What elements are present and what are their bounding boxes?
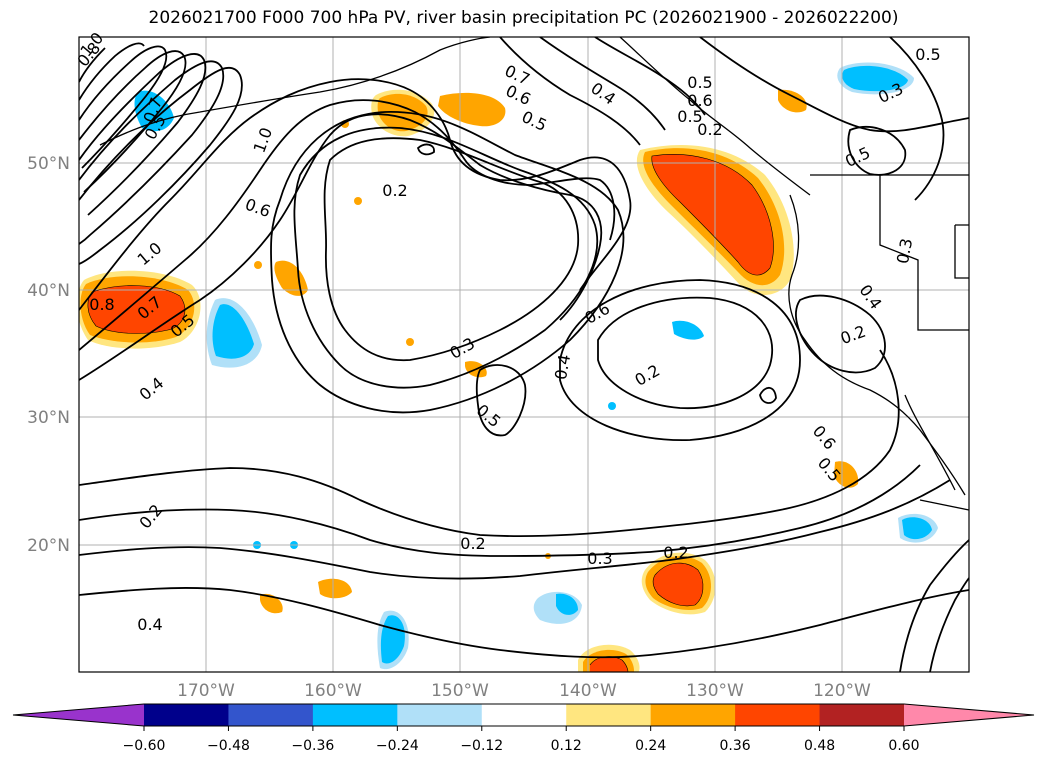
contour-label: 0.3 xyxy=(893,237,916,265)
colorbar-bin xyxy=(312,704,398,726)
contour-label: 0.6 xyxy=(687,91,712,110)
colorbar-tick-label: −0.12 xyxy=(460,738,503,754)
colorbar-tick-label: −0.60 xyxy=(123,738,166,754)
lat-label-20n: 20°N xyxy=(27,536,70,556)
contour-label: 0.2 xyxy=(460,534,485,553)
colorbar-tick-label: 0.24 xyxy=(635,738,666,754)
lon-label-150w: 150°W xyxy=(431,681,489,701)
shade-outlines xyxy=(87,154,774,672)
lat-label-30n: 30°N xyxy=(27,408,70,428)
colorbar-bin xyxy=(566,704,652,726)
contour-label: 0.2 xyxy=(663,543,688,562)
colorbar-tick-label: −0.36 xyxy=(291,738,334,754)
lat-label-40n: 40°N xyxy=(27,281,70,301)
colorbar-bin xyxy=(481,704,567,726)
map-frame xyxy=(78,36,970,673)
pv-contours xyxy=(79,37,969,672)
colorbar-tick-label: 0.36 xyxy=(720,738,751,754)
contour-label: 0.5 xyxy=(677,107,702,126)
map-title: 2026021700 F000 700 hPa PV, river basin … xyxy=(148,8,899,28)
contour-label: 0.5 xyxy=(687,73,712,92)
contour-label: 0.8 xyxy=(89,295,114,314)
colorbar-tick-label: 0.12 xyxy=(551,738,582,754)
coastlines xyxy=(99,37,969,511)
colorbar-ticks: −0.60 −0.48 −0.36 −0.24 −0.12 0.12 0.24 0.36 0.4… xyxy=(123,726,920,754)
longitude-labels: 170°W 160°W 150°W 140°W 130°W 120°W xyxy=(177,681,871,701)
colorbar-tick-label: −0.24 xyxy=(376,738,419,754)
graticule xyxy=(79,37,969,672)
colorbar-bin xyxy=(397,704,483,726)
latitude-labels: 50°N 40°N 30°N 20°N xyxy=(27,154,70,556)
contour-label: 0.4 xyxy=(137,615,162,634)
colorbar-tick-label: −0.48 xyxy=(207,738,250,754)
lon-label-170w: 170°W xyxy=(177,681,235,701)
colorbar-extend-low xyxy=(13,704,144,726)
colorbar-tick-label: 0.60 xyxy=(888,738,919,754)
colorbar-tick-label: 0.48 xyxy=(804,738,835,754)
contour-label: 0.5 xyxy=(915,45,940,64)
contour-label: 0.2 xyxy=(697,120,722,139)
colorbar: −0.60 −0.48 −0.36 −0.24 −0.12 0.12 0.24 0.36 0.4… xyxy=(12,703,1035,754)
colorbar-bin xyxy=(735,704,821,726)
lon-label-140w: 140°W xyxy=(559,681,617,701)
lon-label-120w: 120°W xyxy=(813,681,871,701)
lon-label-160w: 160°W xyxy=(304,681,362,701)
colorbar-bin xyxy=(819,704,905,726)
colorbar-bin xyxy=(650,704,736,726)
contour-label: 0.3 xyxy=(587,549,612,568)
lon-label-130w: 130°W xyxy=(686,681,744,701)
map-panel: 1.00.80.70.5 1.00.61.00.8 0.70.50.40.20.20… xyxy=(73,29,970,673)
contour-label: 0.2 xyxy=(382,181,407,200)
colorbar-extend-high xyxy=(904,704,1034,726)
colorbar-bin xyxy=(144,704,229,726)
lat-label-50n: 50°N xyxy=(27,154,70,174)
colorbar-bin xyxy=(228,704,314,726)
contour-label: 0.4 xyxy=(551,353,574,381)
